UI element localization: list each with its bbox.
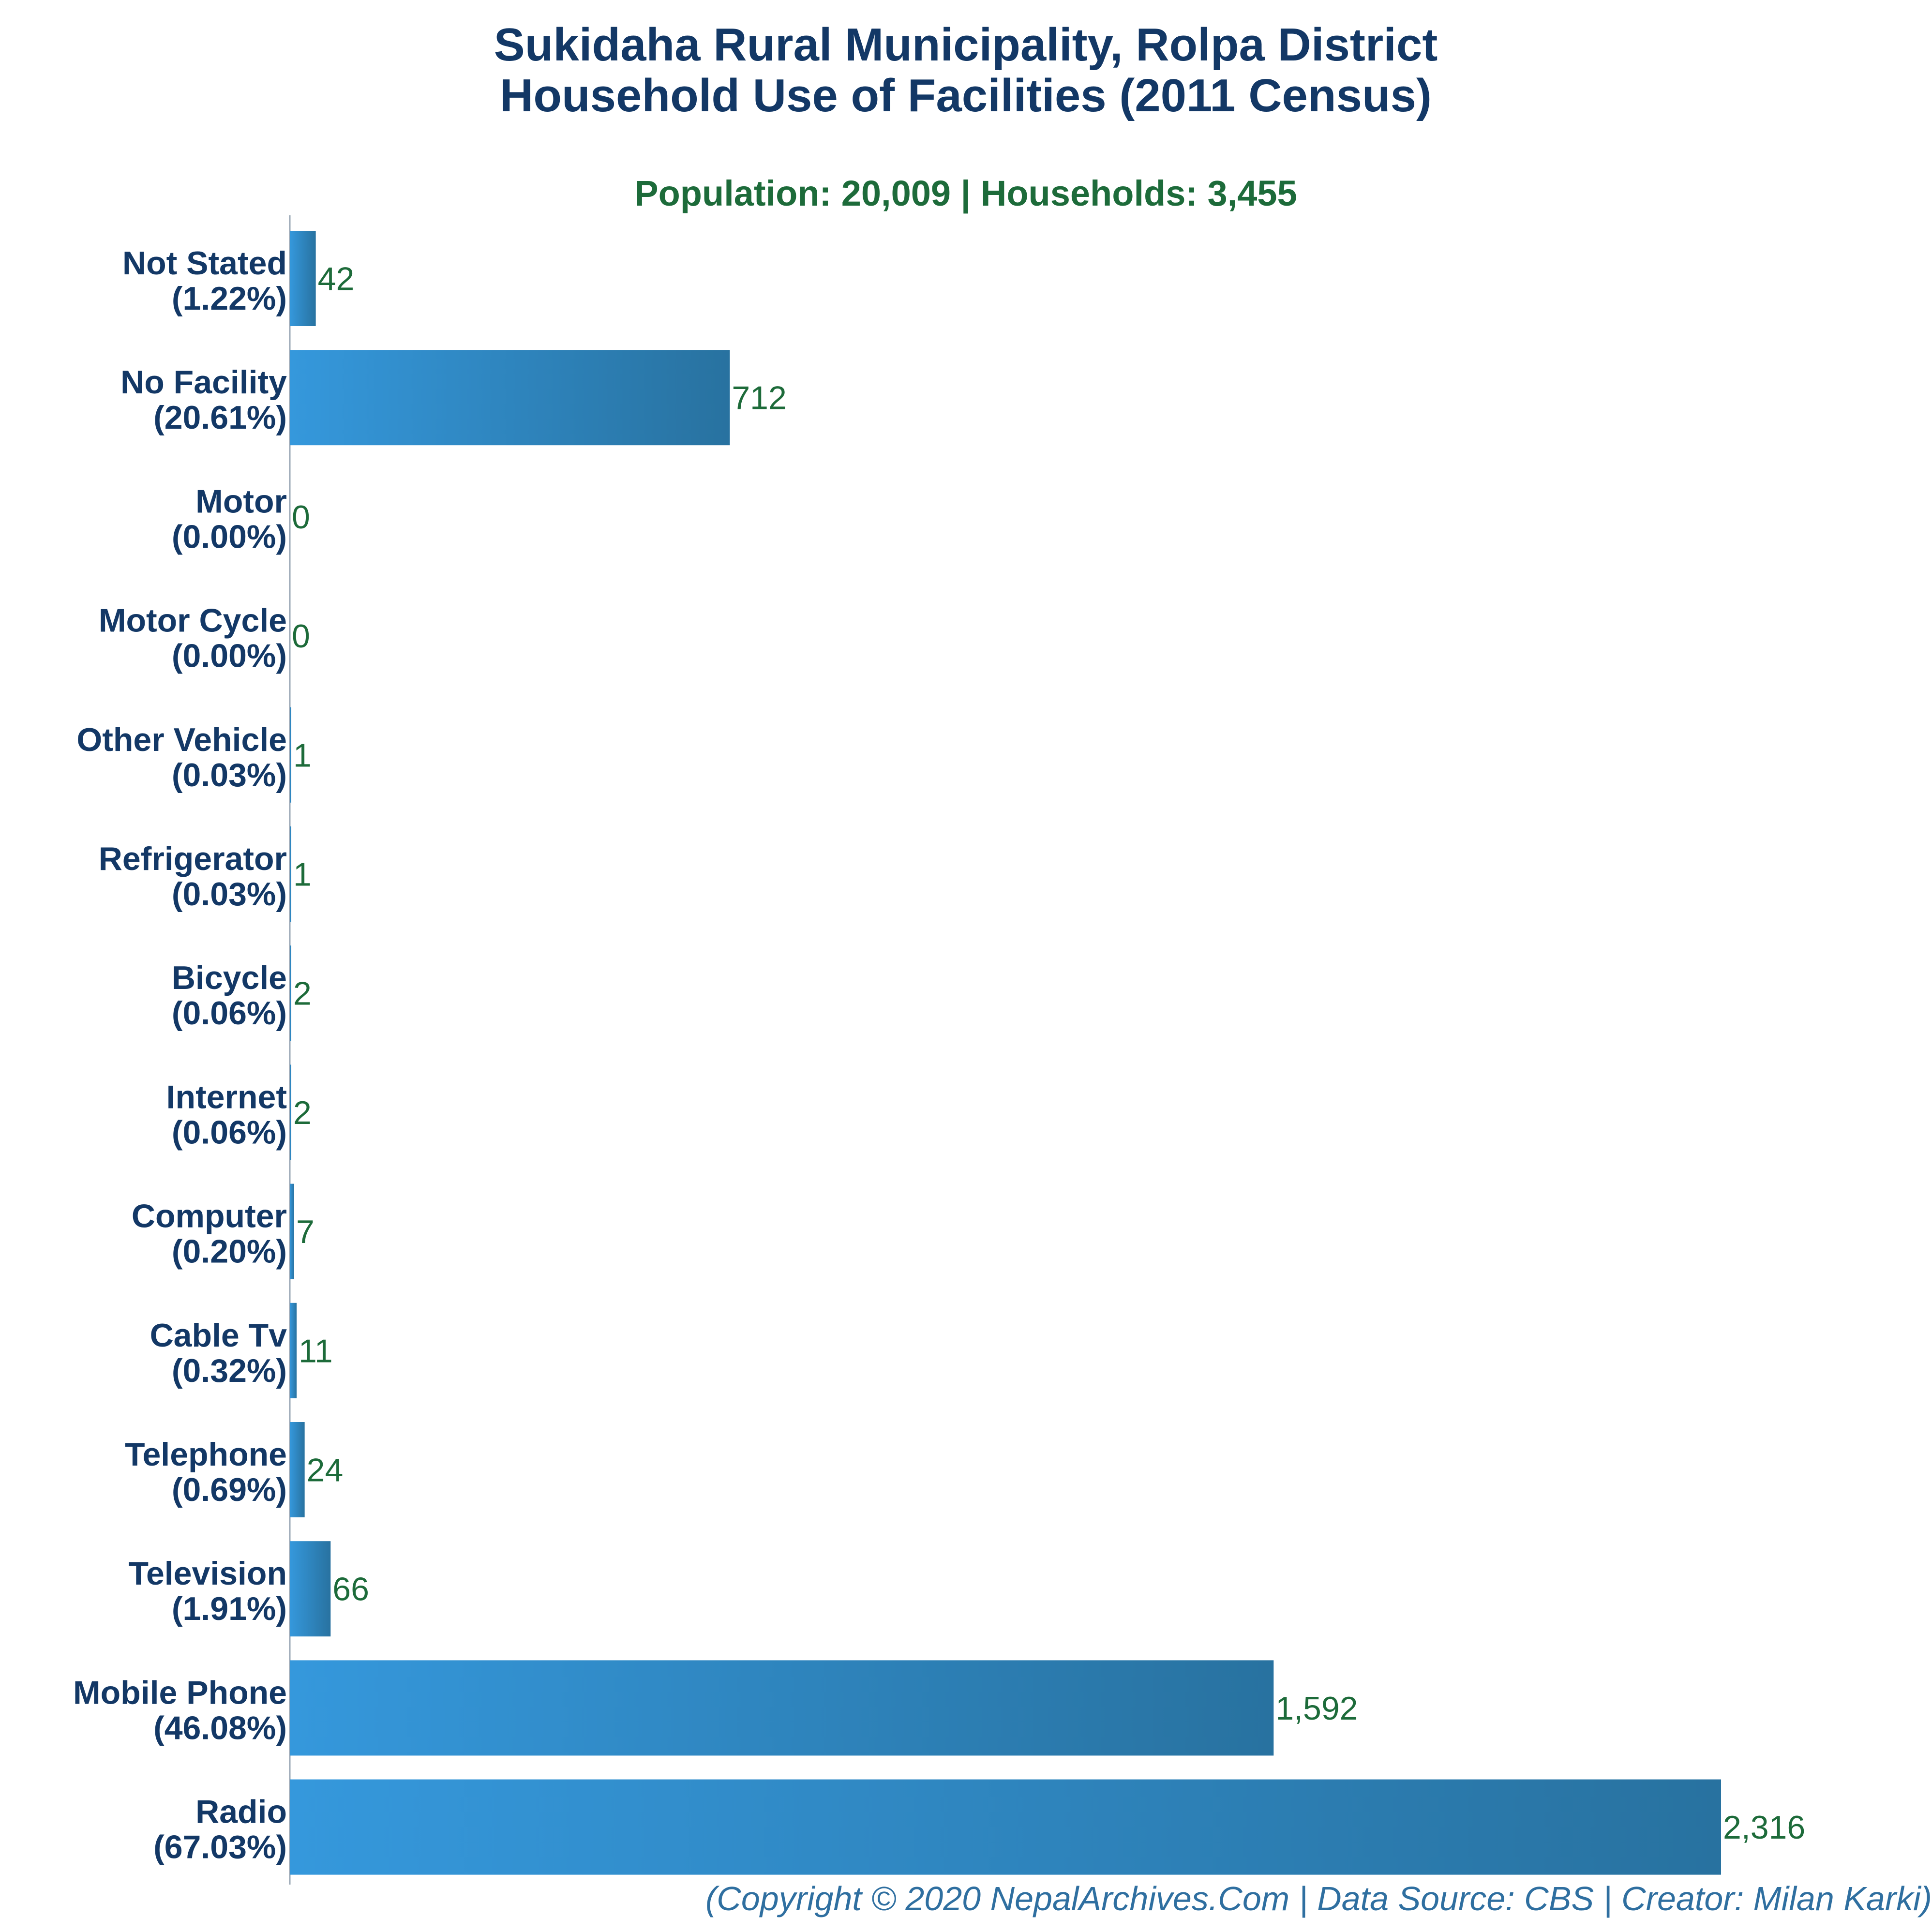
- category-percent-bicycle: (0.06%): [172, 995, 287, 1032]
- category-percent-telephone: (0.69%): [172, 1471, 287, 1508]
- value-label-bicycle: 2: [293, 975, 312, 1012]
- category-label-motor: Motor: [195, 483, 287, 520]
- value-label-no-facility: 712: [732, 380, 786, 417]
- chart-subtitle: Population: 20,009 | Households: 3,455: [634, 173, 1297, 214]
- chart-footer: (Copyright © 2020 NepalArchives.Com | Da…: [705, 1880, 1932, 1918]
- category-percent-radio: (67.03%): [153, 1829, 287, 1866]
- category-percent-not-stated: (1.22%): [172, 280, 287, 317]
- value-label-computer: 7: [296, 1213, 315, 1250]
- category-percent-motor: (0.00%): [172, 518, 287, 555]
- value-label-other-vehicle: 1: [293, 737, 312, 774]
- category-label-television: Television: [128, 1555, 287, 1592]
- category-label-cable-tv: Cable Tv: [150, 1317, 287, 1354]
- category-percent-computer: (0.20%): [172, 1233, 287, 1270]
- bar-cable-tv: [290, 1303, 297, 1398]
- bar-radio: [290, 1779, 1721, 1875]
- bar-television: [290, 1541, 331, 1637]
- bar-computer: [290, 1183, 294, 1279]
- bar-internet: [290, 1064, 291, 1160]
- category-label-not-stated: Not Stated: [122, 245, 287, 282]
- value-label-telephone: 24: [307, 1452, 344, 1489]
- bar-not-stated: [290, 231, 316, 326]
- bar-mobile-phone: [290, 1660, 1274, 1756]
- category-label-internet: Internet: [166, 1078, 287, 1115]
- category-percent-television: (1.91%): [172, 1590, 287, 1627]
- chart-title-line-2: Household Use of Facilities (2011 Census…: [500, 70, 1432, 121]
- category-percent-mobile-phone: (46.08%): [153, 1709, 287, 1746]
- bar-refrigerator: [290, 826, 291, 922]
- category-label-computer: Computer: [132, 1198, 287, 1235]
- value-label-radio: 2,316: [1723, 1809, 1805, 1846]
- category-label-radio: Radio: [195, 1794, 287, 1830]
- category-label-mobile-phone: Mobile Phone: [73, 1674, 287, 1711]
- value-label-internet: 2: [293, 1094, 312, 1131]
- category-label-bicycle: Bicycle: [172, 959, 287, 996]
- category-percent-no-facility: (20.61%): [153, 399, 287, 436]
- category-label-no-facility: No Facility: [120, 364, 287, 401]
- category-label-motor-cycle: Motor Cycle: [99, 602, 287, 639]
- bar-bicycle: [290, 945, 291, 1041]
- category-label-other-vehicle: Other Vehicle: [76, 721, 287, 758]
- value-label-motor: 0: [292, 499, 310, 536]
- bar-no-facility: [290, 350, 730, 446]
- category-percent-other-vehicle: (0.03%): [172, 757, 287, 794]
- chart-title-line-1: Sukidaha Rural Municipality, Rolpa Distr…: [494, 19, 1438, 71]
- category-label-refrigerator: Refrigerator: [99, 840, 287, 877]
- value-label-mobile-phone: 1,592: [1275, 1690, 1358, 1727]
- category-percent-internet: (0.06%): [172, 1114, 287, 1151]
- value-label-motor-cycle: 0: [292, 618, 310, 655]
- value-label-cable-tv: 11: [299, 1333, 333, 1369]
- category-label-telephone: Telephone: [125, 1436, 287, 1473]
- value-label-television: 66: [332, 1571, 369, 1608]
- category-percent-refrigerator: (0.03%): [172, 876, 287, 913]
- bar-other-vehicle: [290, 707, 291, 803]
- category-percent-cable-tv: (0.32%): [172, 1352, 287, 1389]
- value-label-not-stated: 42: [318, 261, 355, 298]
- value-label-refrigerator: 1: [293, 856, 312, 893]
- bar-telephone: [290, 1422, 305, 1517]
- category-percent-motor-cycle: (0.00%): [172, 638, 287, 674]
